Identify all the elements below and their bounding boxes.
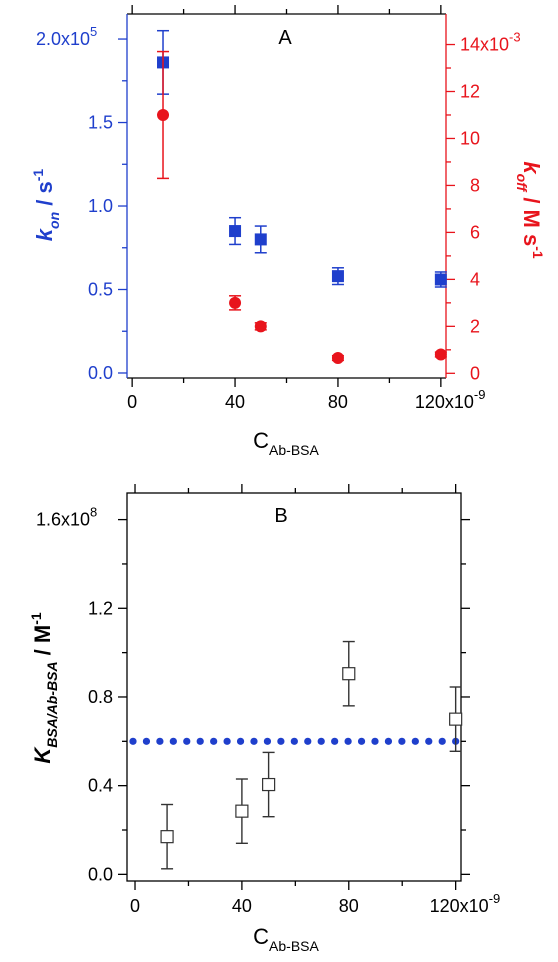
koff-point [254, 320, 267, 333]
y-right-title-sup: -1 [530, 246, 546, 259]
y-left-title-rest: / s [32, 181, 57, 212]
x-tick-label: 0 [130, 896, 140, 916]
y-tick-label: 1.2 [88, 598, 113, 618]
mean-line-dot [263, 737, 272, 745]
mean-line-dot [236, 737, 245, 745]
y-title-sub: BSA/Ab-BSA [44, 661, 60, 747]
mean-line-dot [304, 737, 312, 745]
x-tick-label: 120x10-9 [430, 891, 501, 916]
k-point [235, 804, 249, 818]
panel-b: 0 40 80 120x10-9 0.0 0.4 0.8 1.2 1.6x108 B CAb-BSA… [28, 484, 500, 954]
y-right-tick-label: 8 [470, 175, 480, 195]
kon-point [434, 273, 447, 286]
y-right-tick-label: 4 [470, 269, 480, 289]
x-exponent: -9 [474, 387, 486, 402]
y-title-rest: / M [30, 625, 55, 662]
y-axis-title: KBSA/Ab-BSA / M-1 [28, 612, 60, 764]
panel-label: B [274, 505, 287, 527]
x-axis-title: CAb-BSA [253, 428, 319, 458]
y-left-tick-label: 0.5 [88, 280, 113, 300]
x-tick-label: 40 [232, 896, 252, 916]
mean-line-dot [425, 737, 433, 745]
y-left-tick-label: 1.0 [88, 196, 113, 216]
mean-line-dot [398, 737, 406, 745]
y-left-tick-label: 0.0 [88, 363, 113, 383]
plot-frame [126, 492, 462, 882]
y-right-exponent: -3 [509, 30, 521, 45]
mean-line-dot [196, 737, 204, 745]
y-right-title-sub: off [514, 174, 530, 193]
x-tick-label: 80 [328, 392, 348, 412]
y-right-tick-label: 14x10-3 [460, 30, 521, 55]
kon-point [331, 270, 344, 283]
y-right-tick-label: 0 [470, 363, 480, 383]
x-axis-title-sub: Ab-BSA [269, 442, 319, 458]
koff-point [229, 296, 242, 309]
mean-line-dot [357, 737, 366, 745]
x-axis-title-sub: Ab-BSA [269, 938, 319, 954]
x-tick-label: 120x10-9 [415, 387, 486, 412]
k-point [449, 712, 463, 726]
koff-point [434, 348, 447, 361]
kon-point [254, 233, 267, 246]
y-left-tick-label: 2.0x105 [36, 24, 97, 49]
y-left-axis-title: kon / s-1 [30, 169, 62, 242]
mean-line-dot [210, 737, 218, 745]
y-left-tick-label: 1.5 [88, 113, 113, 133]
mean-line-dot [142, 737, 151, 745]
y-left-exponent: 5 [90, 24, 97, 39]
x-axis-title: CAb-BSA [253, 924, 319, 954]
mean-line-dot [290, 737, 298, 745]
y-tick-label: 0.4 [88, 776, 113, 796]
mean-line-dot [129, 737, 137, 745]
x-tick-label: 80 [339, 896, 359, 916]
kon-point [229, 225, 242, 238]
k-point [160, 830, 174, 844]
mean-line-dot [438, 737, 446, 745]
mean-line-dot [183, 737, 191, 745]
mean-line-dot [250, 737, 258, 745]
k-point [342, 667, 356, 681]
mean-line-dot [344, 737, 352, 745]
panel-label: A [278, 27, 292, 49]
mean-line-dot [384, 737, 393, 745]
koff-point [157, 108, 170, 121]
y-left-title-sub: on [46, 212, 62, 229]
mean-line-dot [371, 737, 379, 745]
y-right-tick-label: 12 [460, 81, 480, 101]
x-tick-label: 0 [127, 392, 137, 412]
x-exponent: -9 [489, 891, 501, 906]
y-right-title-rest: / M s [519, 191, 544, 246]
mean-line-dot [156, 737, 164, 745]
mean-line-dot [317, 737, 325, 745]
y-right-tick-label: 10 [460, 128, 480, 148]
mean-line-dot [277, 737, 285, 745]
y-right-tick-label: 2 [470, 316, 480, 336]
mean-line-dot [331, 737, 339, 745]
y-tick-label: 0.0 [88, 864, 113, 884]
mean-line-dot [169, 737, 177, 745]
y-right-tick-label: 6 [470, 222, 480, 242]
y-right-axis-title: koff / M s-1 [514, 161, 546, 259]
panel-a: 0 40 80 120x10-9 0.0 0.5 1.0 1.5 2.0x105 0 2 4 6 8 10 1… [30, 5, 546, 458]
x-tick-label: 40 [225, 392, 245, 412]
koff-point [331, 352, 344, 365]
y-exponent: 8 [90, 505, 97, 520]
y-left-title-sup: -1 [30, 169, 46, 182]
y-tick-label: 0.8 [88, 687, 113, 707]
mean-line-dot [411, 737, 419, 745]
k-point [262, 777, 276, 792]
y-tick-label: 1.6x108 [36, 505, 97, 530]
y-title-sup: -1 [28, 612, 44, 625]
mean-line-dot [223, 737, 231, 745]
